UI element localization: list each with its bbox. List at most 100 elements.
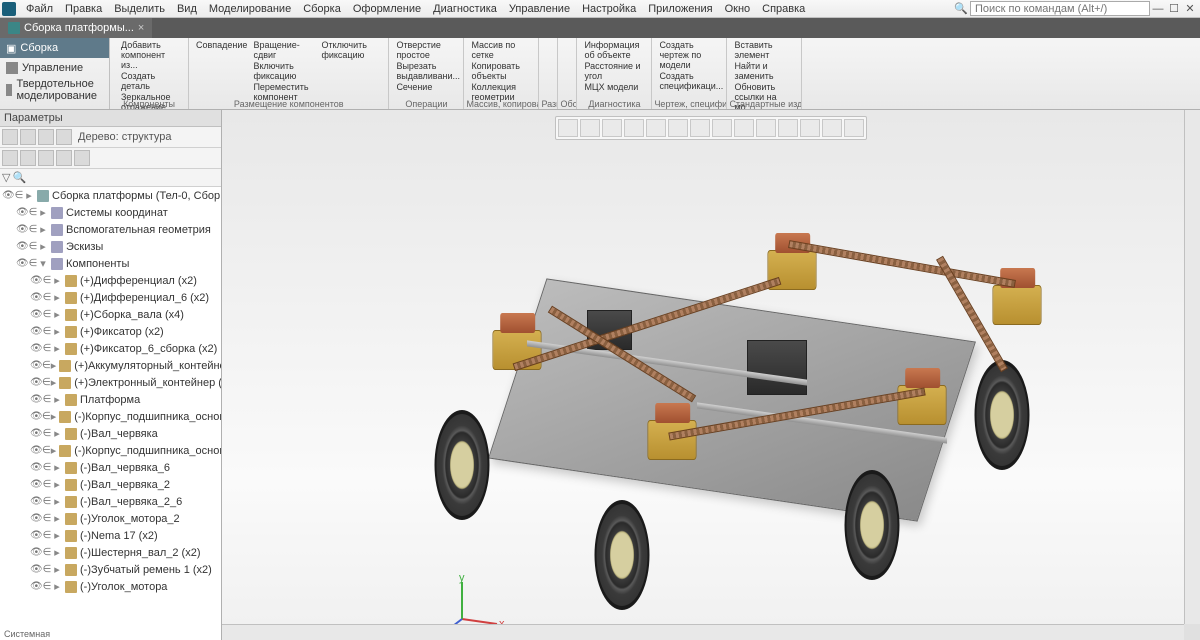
- expand-toggle[interactable]: ▸: [51, 376, 57, 389]
- visibility-icon[interactable]: 👁: [30, 292, 42, 303]
- include-icon[interactable]: ∈: [28, 224, 38, 235]
- vtb-11[interactable]: [778, 119, 798, 137]
- tree-row[interactable]: 👁∈▾Компоненты: [0, 255, 221, 272]
- include-icon[interactable]: ∈: [42, 360, 51, 371]
- visibility-icon[interactable]: 👁: [30, 462, 42, 473]
- include-icon[interactable]: ∈: [42, 411, 51, 422]
- include-icon[interactable]: ∈: [42, 309, 52, 320]
- expand-toggle[interactable]: ▸: [38, 240, 48, 253]
- expand-toggle[interactable]: ▸: [52, 308, 62, 321]
- expand-toggle[interactable]: ▸: [52, 291, 62, 304]
- expand-toggle[interactable]: ▸: [52, 546, 62, 559]
- tree-row[interactable]: 👁∈▸Эскизы: [0, 238, 221, 255]
- include-icon[interactable]: ∈: [42, 445, 51, 456]
- expand-toggle[interactable]: ▸: [52, 274, 62, 287]
- expand-toggle[interactable]: ▸: [52, 478, 62, 491]
- tb2-btn-3[interactable]: [38, 150, 54, 166]
- include-icon[interactable]: ∈: [42, 343, 52, 354]
- expand-toggle[interactable]: ▸: [51, 444, 57, 457]
- visibility-icon[interactable]: 👁: [16, 224, 28, 235]
- vtb-3[interactable]: [602, 119, 622, 137]
- expand-toggle[interactable]: ▸: [24, 189, 34, 202]
- visibility-icon[interactable]: 👁: [16, 258, 28, 269]
- visibility-icon[interactable]: 👁: [16, 207, 28, 218]
- include-icon[interactable]: ∈: [42, 581, 52, 592]
- tab-close-icon[interactable]: ×: [138, 22, 144, 34]
- tree-row[interactable]: 👁∈▸(+)Дифференциал_6 (x2): [0, 289, 221, 306]
- visibility-icon[interactable]: 👁: [30, 564, 42, 575]
- visibility-icon[interactable]: 👁: [30, 411, 42, 422]
- menu-select[interactable]: Выделить: [108, 3, 171, 15]
- visibility-icon[interactable]: 👁: [30, 479, 42, 490]
- tree-row[interactable]: 👁∈▸Сборка платформы (Тел-0, Сбор: [0, 187, 221, 204]
- tb-btn-1[interactable]: [2, 129, 18, 145]
- tb2-btn-2[interactable]: [20, 150, 36, 166]
- tb-btn-2[interactable]: [20, 129, 36, 145]
- ribbon-button[interactable]: Вырезать выдавливани...: [393, 61, 459, 81]
- expand-toggle[interactable]: ▸: [51, 410, 57, 423]
- include-icon[interactable]: ∈: [42, 326, 52, 337]
- expand-toggle[interactable]: ▸: [52, 580, 62, 593]
- visibility-icon[interactable]: 👁: [30, 326, 42, 337]
- ribbon-button[interactable]: Копировать объекты: [468, 61, 534, 81]
- expand-toggle[interactable]: ▸: [52, 342, 62, 355]
- tree-row[interactable]: 👁∈▸(-)Зубчатый ремень 1 (x2): [0, 561, 221, 578]
- visibility-icon[interactable]: 👁: [16, 241, 28, 252]
- expand-toggle[interactable]: ▸: [52, 325, 62, 338]
- include-icon[interactable]: ∈: [42, 462, 52, 473]
- vtb-12[interactable]: [800, 119, 820, 137]
- ribbon-button[interactable]: Включить фиксацию: [250, 61, 316, 81]
- vtb-6[interactable]: [668, 119, 688, 137]
- visibility-icon[interactable]: 👁: [30, 360, 42, 371]
- tb-btn-4[interactable]: [56, 129, 72, 145]
- vtb-1[interactable]: [558, 119, 578, 137]
- ribbon-button[interactable]: Найти и заменить: [731, 61, 797, 81]
- minimize-button[interactable]: —: [1150, 3, 1166, 15]
- tree-row[interactable]: 👁∈▸(-)Вал_червяка_2_6: [0, 493, 221, 510]
- tb-btn-3[interactable]: [38, 129, 54, 145]
- tree-row[interactable]: 👁∈▸Вспомогательная геометрия: [0, 221, 221, 238]
- vtb-13[interactable]: [822, 119, 842, 137]
- ribbon-button[interactable]: Вставить элемент: [731, 40, 797, 60]
- menu-assembly[interactable]: Сборка: [297, 3, 347, 15]
- ribbon-button[interactable]: Создать чертеж по модели: [656, 40, 722, 70]
- expand-toggle[interactable]: ▾: [38, 257, 48, 270]
- include-icon[interactable]: ∈: [42, 292, 52, 303]
- visibility-icon[interactable]: 👁: [30, 530, 42, 541]
- visibility-icon[interactable]: 👁: [30, 309, 42, 320]
- command-search-input[interactable]: [970, 1, 1150, 16]
- ribbon-active-tab[interactable]: ▣ Сборка: [0, 38, 109, 58]
- expand-toggle[interactable]: ▸: [38, 223, 48, 236]
- include-icon[interactable]: ∈: [28, 207, 38, 218]
- viewport-scrollbar-v[interactable]: [1184, 110, 1200, 624]
- tree-row[interactable]: 👁∈▸Платформа: [0, 391, 221, 408]
- ribbon-button[interactable]: Расстояние и угол: [581, 61, 647, 81]
- expand-toggle[interactable]: ▸: [52, 393, 62, 406]
- menu-styling[interactable]: Оформление: [347, 3, 427, 15]
- vtb-2[interactable]: [580, 119, 600, 137]
- ribbon-button[interactable]: Совпадение: [193, 40, 248, 50]
- ribbon-button[interactable]: Массив по сетке: [468, 40, 534, 60]
- include-icon[interactable]: ∈: [28, 258, 38, 269]
- include-icon[interactable]: ∈: [14, 190, 24, 201]
- menu-modeling[interactable]: Моделирование: [203, 3, 297, 15]
- ribbon-left-item-control[interactable]: Управление: [2, 60, 107, 76]
- 3d-viewport[interactable]: x y z: [222, 110, 1200, 640]
- vtb-7[interactable]: [690, 119, 710, 137]
- menu-file[interactable]: Файл: [20, 3, 59, 15]
- document-tab[interactable]: Сборка платформы... ×: [0, 18, 152, 38]
- expand-toggle[interactable]: ▸: [38, 206, 48, 219]
- menu-apps[interactable]: Приложения: [642, 3, 718, 15]
- tree-row[interactable]: 👁∈▸(-)Уголок_мотора_2: [0, 510, 221, 527]
- tb2-btn-1[interactable]: [2, 150, 18, 166]
- search-tree-icon[interactable]: 🔍: [12, 171, 26, 184]
- menu-manage[interactable]: Управление: [503, 3, 576, 15]
- include-icon[interactable]: ∈: [42, 479, 52, 490]
- visibility-icon[interactable]: 👁: [2, 190, 14, 201]
- visibility-icon[interactable]: 👁: [30, 428, 42, 439]
- tree-row[interactable]: 👁∈▸(-)Nema 17 (x2): [0, 527, 221, 544]
- ribbon-button[interactable]: МЦХ модели: [581, 82, 647, 92]
- tree-row[interactable]: 👁∈▸(+)Аккумуляторный_контейнер: [0, 357, 221, 374]
- include-icon[interactable]: ∈: [42, 377, 51, 388]
- visibility-icon[interactable]: 👁: [30, 547, 42, 558]
